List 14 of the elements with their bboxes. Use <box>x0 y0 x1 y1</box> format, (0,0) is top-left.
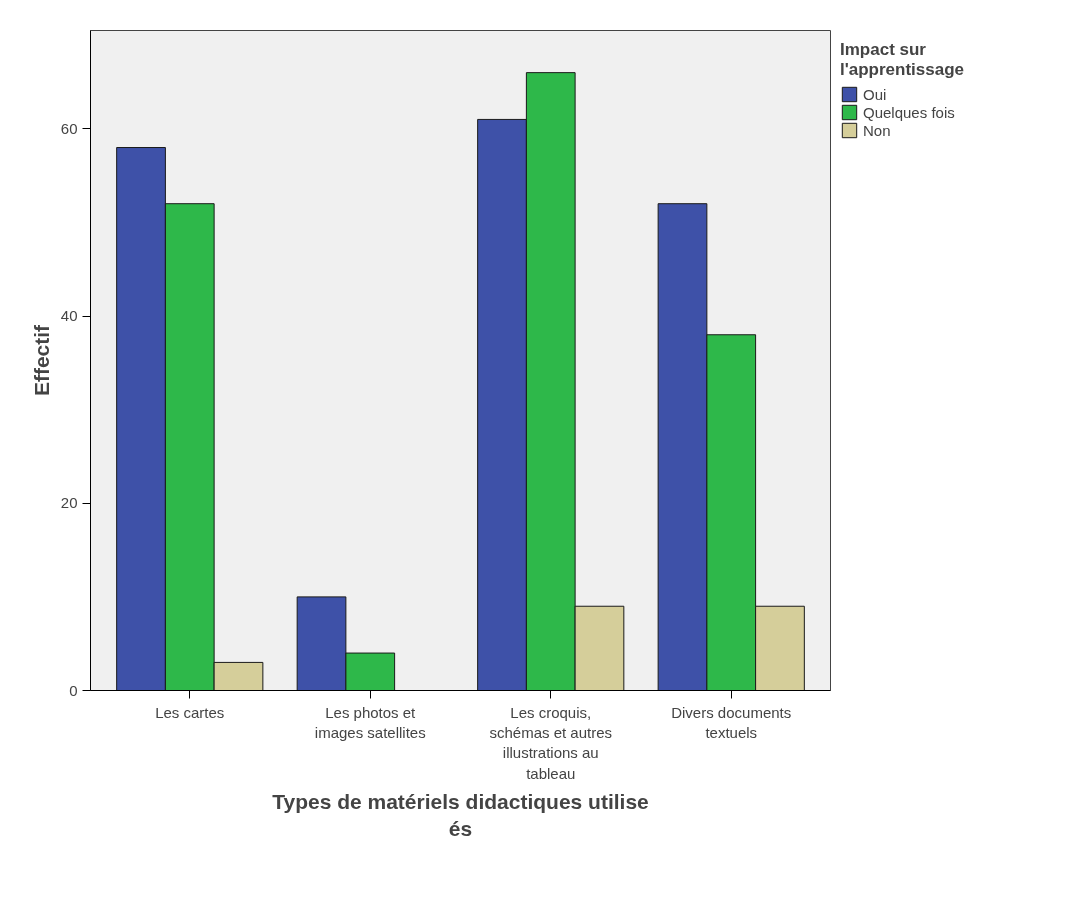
legend-label: Oui <box>863 85 887 103</box>
x-tick-label: Les cartes <box>155 703 225 721</box>
y-tick-label: 40 <box>60 307 78 325</box>
legend-title: Impact sur l'apprentissage <box>840 40 965 80</box>
legend-label: Quelques fois <box>863 103 955 121</box>
y-tick-label: 60 <box>60 119 78 137</box>
x-tick-label: Les photos et images satellites <box>314 703 426 741</box>
legend-label: Non <box>863 121 891 139</box>
y-tick-label: 20 <box>60 494 78 512</box>
y-tick-label: 0 <box>69 681 78 699</box>
x-tick-label: Les croquis, schémas et autres illustrations au tableau <box>489 703 613 782</box>
y-axis-title: Effectif <box>29 323 53 397</box>
x-tick-label: Divers documents textuels <box>671 703 792 741</box>
x-axis-title: Types de matériels didactiques utilise és <box>272 789 649 841</box>
